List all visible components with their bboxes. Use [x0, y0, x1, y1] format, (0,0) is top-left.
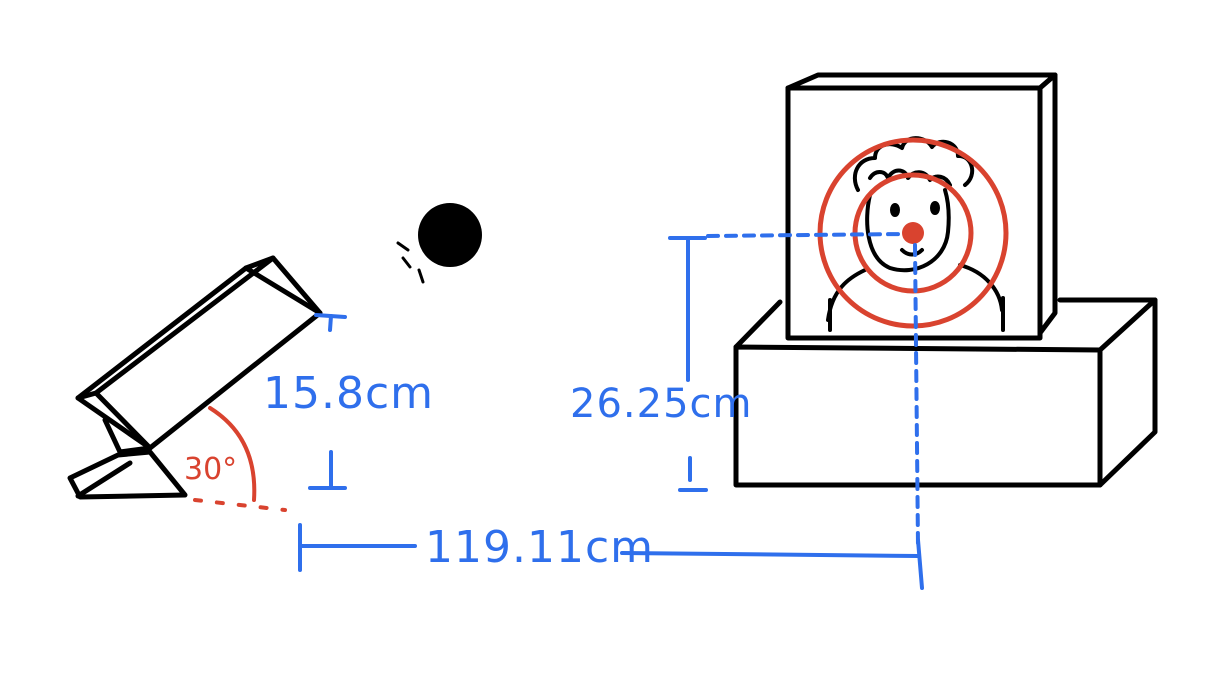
angle-arc [208, 406, 257, 502]
motion-lines-icon [396, 241, 425, 284]
distance-label: 119.11cm [425, 522, 655, 573]
angle-baseline [193, 498, 287, 512]
distance-dimension [298, 523, 924, 590]
target-drop-line [913, 243, 920, 547]
launcher-barrel [75, 265, 323, 451]
target-board [785, 72, 1058, 341]
platform [733, 297, 1158, 488]
ball [396, 203, 482, 284]
launch-angle-label: 30° [184, 452, 238, 487]
target-height-dimension [668, 232, 907, 492]
target-bullseye-icon [902, 222, 924, 244]
target-height-label: 26.25cm [570, 381, 753, 427]
launcher [67, 255, 323, 500]
launcher-height-label: 15.8cm [263, 368, 435, 419]
ball-icon [418, 203, 482, 267]
launcher-height-dimension [308, 313, 347, 490]
angle-marker [193, 406, 287, 512]
